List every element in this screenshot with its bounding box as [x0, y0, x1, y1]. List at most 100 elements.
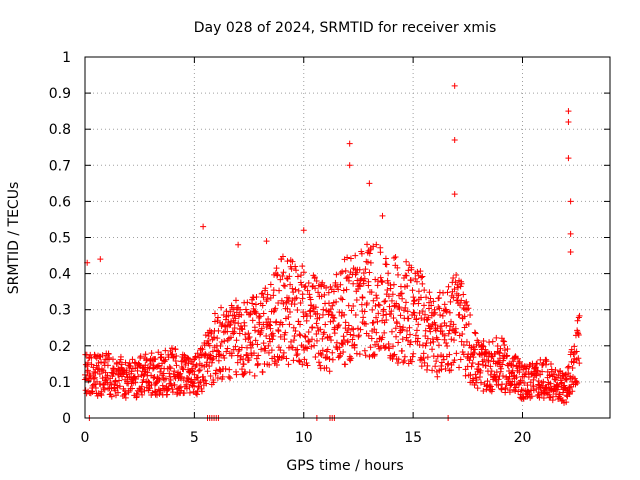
data-point	[445, 283, 452, 290]
data-point	[404, 327, 411, 334]
data-point	[186, 389, 193, 396]
data-point	[366, 250, 373, 257]
data-point	[341, 311, 348, 318]
data-point	[333, 271, 340, 278]
data-point	[281, 336, 288, 343]
data-point	[430, 338, 437, 345]
data-point	[167, 376, 174, 383]
data-point	[155, 375, 162, 382]
data-point	[453, 271, 460, 278]
data-point	[231, 324, 238, 331]
data-point	[260, 294, 267, 301]
data-point	[167, 365, 174, 372]
data-point	[452, 329, 459, 336]
data-point	[485, 357, 492, 364]
data-point	[448, 336, 455, 343]
data-point	[370, 243, 377, 250]
data-point	[104, 362, 111, 369]
data-point	[394, 264, 401, 271]
data-point	[453, 350, 460, 357]
data-point	[288, 265, 295, 272]
data-point	[414, 268, 421, 275]
y-axis-label: SRMTID / TECUs	[6, 182, 22, 295]
data-point	[406, 324, 413, 331]
data-point	[348, 355, 355, 362]
data-point	[411, 297, 418, 304]
data-point	[242, 336, 249, 343]
data-point	[423, 294, 430, 301]
data-point	[266, 335, 273, 342]
data-point	[296, 331, 303, 338]
data-point	[214, 314, 221, 321]
data-point	[200, 373, 207, 380]
data-point	[90, 364, 97, 371]
data-point	[473, 377, 480, 384]
data-point	[237, 306, 244, 313]
data-point	[239, 326, 246, 333]
data-point	[347, 255, 354, 262]
data-point	[178, 373, 185, 380]
data-point	[216, 351, 223, 358]
data-point	[373, 338, 380, 345]
data-point	[173, 352, 180, 359]
data-point	[410, 350, 417, 357]
data-point	[181, 389, 188, 396]
ticks: 00.10.20.30.40.50.60.70.80.910 5 10 15 20	[49, 50, 610, 446]
data-point	[314, 324, 321, 331]
data-point	[270, 292, 277, 299]
data-point	[114, 389, 121, 396]
data-point	[171, 368, 178, 375]
data-point	[252, 337, 259, 344]
data-point	[440, 356, 447, 363]
data-point	[152, 356, 159, 363]
data-point	[386, 345, 393, 352]
data-point	[272, 305, 279, 312]
data-point	[199, 346, 206, 353]
data-point	[89, 388, 96, 395]
data-point	[478, 352, 485, 359]
data-point	[377, 274, 384, 281]
data-point	[233, 371, 240, 378]
data-point	[195, 368, 202, 375]
data-point	[430, 298, 437, 305]
data-point	[194, 350, 201, 357]
data-point	[474, 385, 481, 392]
data-point	[551, 371, 558, 378]
data-point	[411, 298, 418, 305]
data-point	[565, 108, 572, 115]
data-point	[143, 356, 150, 363]
data-point	[265, 342, 272, 349]
data-point	[323, 364, 330, 371]
data-point	[534, 360, 541, 367]
data-point	[97, 256, 104, 263]
data-point	[158, 354, 165, 361]
data-point	[391, 255, 398, 262]
data-point	[321, 329, 328, 336]
data-point	[463, 298, 470, 305]
data-point	[203, 361, 210, 368]
data-point	[388, 328, 395, 335]
data-point	[88, 354, 95, 361]
data-point	[422, 327, 429, 334]
data-point	[308, 343, 315, 350]
data-point	[409, 287, 416, 294]
data-point	[509, 378, 516, 385]
data-point	[335, 321, 342, 328]
data-point	[387, 285, 394, 292]
data-point	[539, 368, 546, 375]
data-point	[518, 362, 525, 369]
data-point	[528, 393, 535, 400]
data-point	[421, 359, 428, 366]
data-point	[223, 308, 230, 315]
data-point	[439, 312, 446, 319]
data-point	[224, 345, 231, 352]
data-point	[273, 265, 280, 272]
data-point	[379, 212, 386, 219]
data-point	[194, 374, 201, 381]
data-point	[413, 315, 420, 322]
data-point	[479, 343, 486, 350]
data-point	[180, 377, 187, 384]
data-point	[361, 275, 368, 282]
data-point	[240, 361, 247, 368]
data-point	[439, 327, 446, 334]
